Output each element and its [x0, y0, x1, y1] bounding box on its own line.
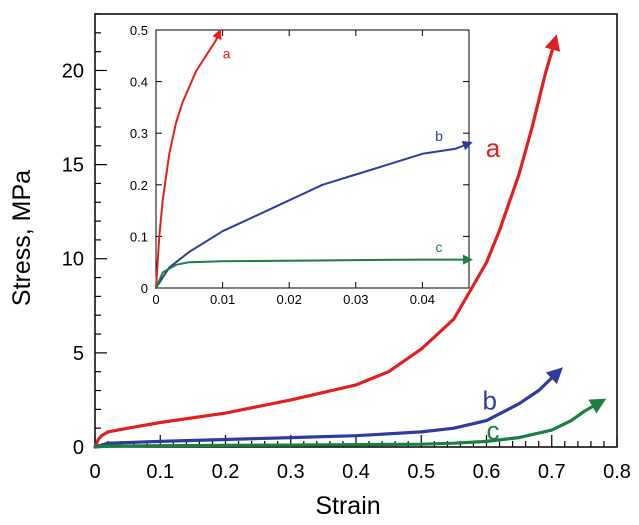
- x-tick-label: 0.6: [473, 461, 501, 483]
- inset-y-tick-label: 0: [141, 281, 148, 296]
- y-tick-label: 10: [62, 249, 84, 271]
- x-tick-label: 0.2: [212, 461, 240, 483]
- y-tick-label: 5: [73, 343, 84, 365]
- x-tick-label: 0.7: [538, 461, 566, 483]
- x-tick-label: 0.1: [146, 461, 174, 483]
- inset-y-tick-labels: 0 0.1 0.2 0.3 0.4 0.5: [130, 23, 148, 296]
- main-series-a-line: [93, 34, 561, 449]
- inset-series-label-c: c: [436, 239, 443, 255]
- inset-series-label-b: b: [435, 128, 443, 144]
- main-series-b-line: [93, 367, 563, 449]
- inset-series-label-a: a: [223, 45, 231, 61]
- inset-plot-frame: [155, 29, 470, 289]
- inset-series-a-line: [155, 28, 222, 289]
- main-y-tick-labels: 0 5 10 15 20: [62, 60, 84, 459]
- x-tick-label: 0.5: [407, 461, 435, 483]
- inset-y-tick-label: 0.5: [130, 23, 148, 38]
- main-series-label-b: b: [483, 385, 497, 415]
- inset-series-b-line: [155, 141, 473, 289]
- x-tick-label: 0.8: [603, 461, 631, 483]
- main-series-c-line: [93, 398, 607, 449]
- y-axis-title: Stress, MPa: [8, 170, 36, 306]
- inset-series: a b c: [155, 28, 473, 289]
- x-tick-label: 0.4: [342, 461, 370, 483]
- main-series-label-c: c: [487, 415, 500, 445]
- inset-x-tick-label: 0.03: [343, 292, 368, 307]
- inset-y-tick-label: 0.3: [130, 126, 148, 141]
- inset-series-c-line: [155, 254, 473, 289]
- main-series: abc: [93, 34, 607, 449]
- y-tick-label: 0: [73, 437, 84, 459]
- x-tick-label: 0: [89, 461, 100, 483]
- inset-plot: 0 0.01 0.02 0.03 0.04 0 0.1 0.2 0.3 0.4 0.5 a b c: [130, 23, 473, 307]
- main-x-tick-labels: 0 0.1 0.2 0.3 0.4 0.5 0.6 0.7 0.8: [89, 461, 630, 483]
- main-series-label-a: a: [486, 133, 501, 163]
- y-tick-label: 20: [62, 60, 84, 82]
- x-axis-title: Strain: [315, 492, 380, 520]
- y-tick-label: 15: [62, 155, 84, 177]
- inset-y-tick-label: 0.2: [130, 178, 148, 193]
- inset-x-tick-label: 0.04: [410, 292, 435, 307]
- inset-x-tick-label: 0.02: [277, 292, 302, 307]
- inset-x-tick-label: 0: [152, 292, 159, 307]
- x-tick-label: 0.3: [277, 461, 305, 483]
- inset-x-tick-label: 0.01: [210, 292, 235, 307]
- inset-y-tick-label: 0.1: [130, 229, 148, 244]
- inset-y-tick-label: 0.4: [130, 75, 148, 90]
- inset-x-tick-labels: 0 0.01 0.02 0.03 0.04: [152, 292, 435, 307]
